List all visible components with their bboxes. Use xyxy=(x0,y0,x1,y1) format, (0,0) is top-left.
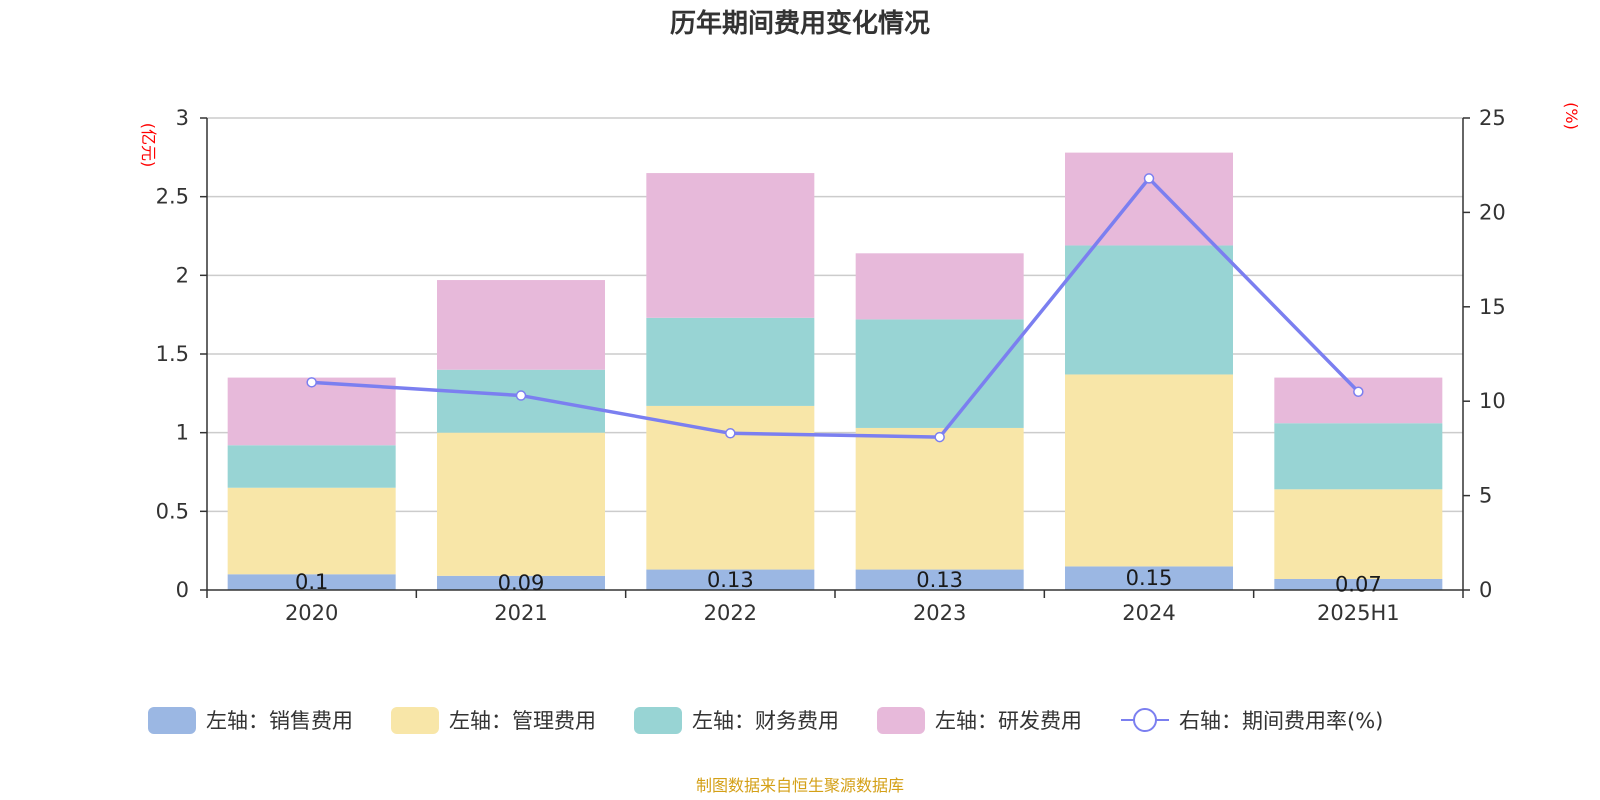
right-tick-label: 0 xyxy=(1479,578,1492,602)
x-tick-label: 2022 xyxy=(704,601,757,625)
source-note: 制图数据来自恒生聚源数据库 xyxy=(696,776,904,795)
data-label: 0.13 xyxy=(707,568,754,592)
bar-segment xyxy=(1065,152,1233,246)
bar-segment xyxy=(1274,423,1443,490)
right-axis-unit: (%) xyxy=(1562,102,1581,130)
rate-point xyxy=(1143,173,1155,184)
bar-segment xyxy=(1065,374,1233,567)
bar-segment xyxy=(855,319,1024,428)
legend-marker xyxy=(1133,708,1157,732)
legend-label: 左轴：管理费用 xyxy=(449,709,596,733)
right-tick-label: 25 xyxy=(1479,106,1506,130)
legend-item: 左轴：销售费用 xyxy=(148,707,353,734)
x-tick-label: 2023 xyxy=(913,601,966,625)
bar-segment xyxy=(437,369,605,433)
right-tick-label: 10 xyxy=(1479,389,1506,413)
chart-title: 历年期间费用变化情况 xyxy=(670,8,930,39)
legend-swatch xyxy=(391,707,439,734)
bar-segment xyxy=(227,574,396,590)
left-tick-label: 2.5 xyxy=(156,185,189,209)
data-label: 0.15 xyxy=(1126,566,1173,590)
legend-item: 左轴：研发费用 xyxy=(877,707,1082,734)
axes: 0 0.5 1 1.5 2 2.5 3 0 5 10 15 20 25 2020 2021 2022 2023 2… xyxy=(156,106,1506,625)
bar-segment xyxy=(1274,578,1443,590)
rate-line-path xyxy=(311,176,1360,439)
x-tick-label: 2021 xyxy=(494,601,547,625)
bar-segment xyxy=(646,173,815,318)
rate-line xyxy=(306,173,1364,443)
data-label: 0.07 xyxy=(1335,572,1382,596)
left-tick-label: 2 xyxy=(176,263,189,287)
legend: 左轴：销售费用 左轴：管理费用 左轴：财务费用 左轴：研发费用 右轴：期间费用率(%) xyxy=(148,707,1383,734)
left-axis-unit: (亿元) xyxy=(139,123,158,168)
bar-labels: 0.1 0.09 0.13 0.13 0.15 0.07 xyxy=(295,566,1382,596)
bar-segment xyxy=(437,280,605,370)
legend-label: 左轴：研发费用 xyxy=(935,709,1082,733)
rate-point xyxy=(1353,386,1364,398)
right-tick-label: 15 xyxy=(1479,295,1506,319)
rate-point xyxy=(306,377,317,388)
legend-label: 左轴：销售费用 xyxy=(206,709,353,733)
bar-segment xyxy=(646,569,815,590)
data-label: 0.09 xyxy=(498,571,545,595)
bar-segment xyxy=(227,377,396,446)
data-label: 0.1 xyxy=(295,570,328,594)
bar-segment xyxy=(1065,245,1233,375)
grid-lines xyxy=(207,117,1463,513)
bar-segment xyxy=(437,575,605,590)
bar-segment xyxy=(227,445,396,488)
right-tick-label: 5 xyxy=(1479,484,1492,508)
legend-item: 右轴：期间费用率(%) xyxy=(1121,708,1383,733)
bar-segment xyxy=(855,253,1024,320)
left-tick-label: 1 xyxy=(176,421,189,445)
left-tick-label: 0 xyxy=(176,578,189,602)
legend-swatch xyxy=(148,707,196,734)
right-tick-label: 20 xyxy=(1479,200,1506,224)
left-tick-label: 1.5 xyxy=(156,342,189,366)
bar-segment xyxy=(855,427,1024,570)
bar-segment xyxy=(227,487,396,575)
x-tick-label: 2024 xyxy=(1122,601,1175,625)
legend-label: 左轴：财务费用 xyxy=(692,709,839,733)
x-tick-label: 2025H1 xyxy=(1317,601,1400,625)
legend-item: 左轴：财务费用 xyxy=(634,707,839,734)
legend-item: 左轴：管理费用 xyxy=(391,707,596,734)
legend-swatch xyxy=(877,707,925,734)
bar-segment xyxy=(437,432,605,576)
data-label: 0.13 xyxy=(916,568,963,592)
rate-point xyxy=(515,390,527,401)
x-tick-label: 2020 xyxy=(285,601,338,625)
rate-point xyxy=(934,431,945,443)
bar-segment xyxy=(1274,377,1443,424)
bar-segment xyxy=(855,569,1024,590)
legend-label: 右轴：期间费用率(%) xyxy=(1179,709,1383,733)
bar-segment xyxy=(1274,489,1443,579)
left-tick-label: 0.5 xyxy=(156,499,189,523)
bar-segment xyxy=(646,317,815,406)
left-tick-label: 3 xyxy=(176,106,189,130)
legend-swatch xyxy=(634,707,682,734)
rate-point xyxy=(725,428,736,439)
bars xyxy=(227,152,1443,590)
bar-segment xyxy=(1065,566,1233,590)
